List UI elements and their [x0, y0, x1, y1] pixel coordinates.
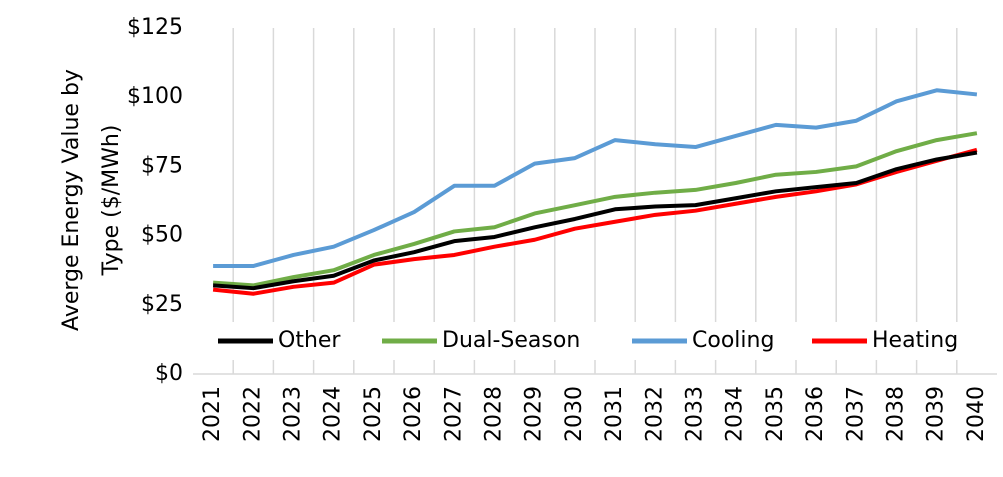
legend-label: Other: [278, 328, 341, 353]
x-tick-label: 2036: [803, 386, 828, 442]
legend-label: Cooling: [692, 328, 774, 353]
legend-label: Heating: [872, 328, 958, 353]
y-tick-label: $0: [155, 361, 183, 386]
x-tick-label: 2022: [240, 386, 265, 442]
x-tick-label: 2034: [723, 386, 748, 442]
y-tick-label: $125: [127, 15, 183, 40]
series-line: [212, 131, 978, 288]
x-tick: 2027: [441, 386, 466, 442]
x-tick: 2031: [602, 386, 627, 442]
x-tick: 2032: [642, 386, 667, 442]
x-tick-label: 2038: [884, 386, 909, 442]
x-tick-label: 2032: [642, 386, 667, 442]
x-tick: 2024: [321, 386, 346, 442]
legend-label: Dual-Season: [442, 328, 580, 353]
x-tick-label: 2035: [763, 386, 788, 442]
y-tick-label: $50: [141, 223, 183, 248]
x-tick: 2040: [964, 386, 989, 442]
x-tick: 2022: [240, 386, 265, 442]
x-tick: 2026: [401, 386, 426, 442]
x-tick-label: 2021: [200, 386, 225, 442]
x-tick: 2021: [200, 386, 225, 442]
x-tick-label: 2040: [964, 386, 989, 442]
x-tick: 2034: [723, 386, 748, 442]
x-tick-label: 2023: [281, 386, 306, 442]
x-tick-label: 2027: [441, 386, 466, 442]
y-tick-label: $75: [141, 153, 183, 178]
x-tick-label: 2037: [843, 386, 868, 442]
x-tick-label: 2026: [401, 386, 426, 442]
x-tick-label: 2039: [924, 386, 949, 442]
x-tick: 2036: [803, 386, 828, 442]
x-tick: 2030: [562, 386, 587, 442]
y-tick-label: $25: [141, 292, 183, 317]
x-tick-label: 2029: [522, 386, 547, 442]
y-axis-title-line: Type ($/MWh): [99, 125, 124, 277]
y-axis-title: Averge Energy Value by Type ($/MWh): [59, 69, 124, 331]
x-tick: 2033: [683, 386, 708, 442]
y-axis-title-line: Averge Energy Value by: [59, 69, 84, 331]
x-tick: 2035: [763, 386, 788, 442]
x-tick: 2025: [361, 386, 386, 442]
x-tick-label: 2025: [361, 386, 386, 442]
x-tick-label: 2024: [321, 386, 346, 442]
x-tick: 2037: [843, 386, 868, 442]
x-tick-label: 2031: [602, 386, 627, 442]
x-tick: 2039: [924, 386, 949, 442]
series-line: [212, 150, 978, 291]
x-tick: 2029: [522, 386, 547, 442]
series-line: [213, 88, 978, 269]
x-tick: 2038: [884, 386, 909, 442]
x-tick: 2028: [482, 386, 507, 442]
y-tick-label: $100: [127, 84, 183, 109]
x-tick-label: 2030: [562, 386, 587, 442]
x-tick-label: 2028: [482, 386, 507, 442]
x-tick: 2023: [281, 386, 306, 442]
x-tick-label: 2033: [683, 386, 708, 442]
